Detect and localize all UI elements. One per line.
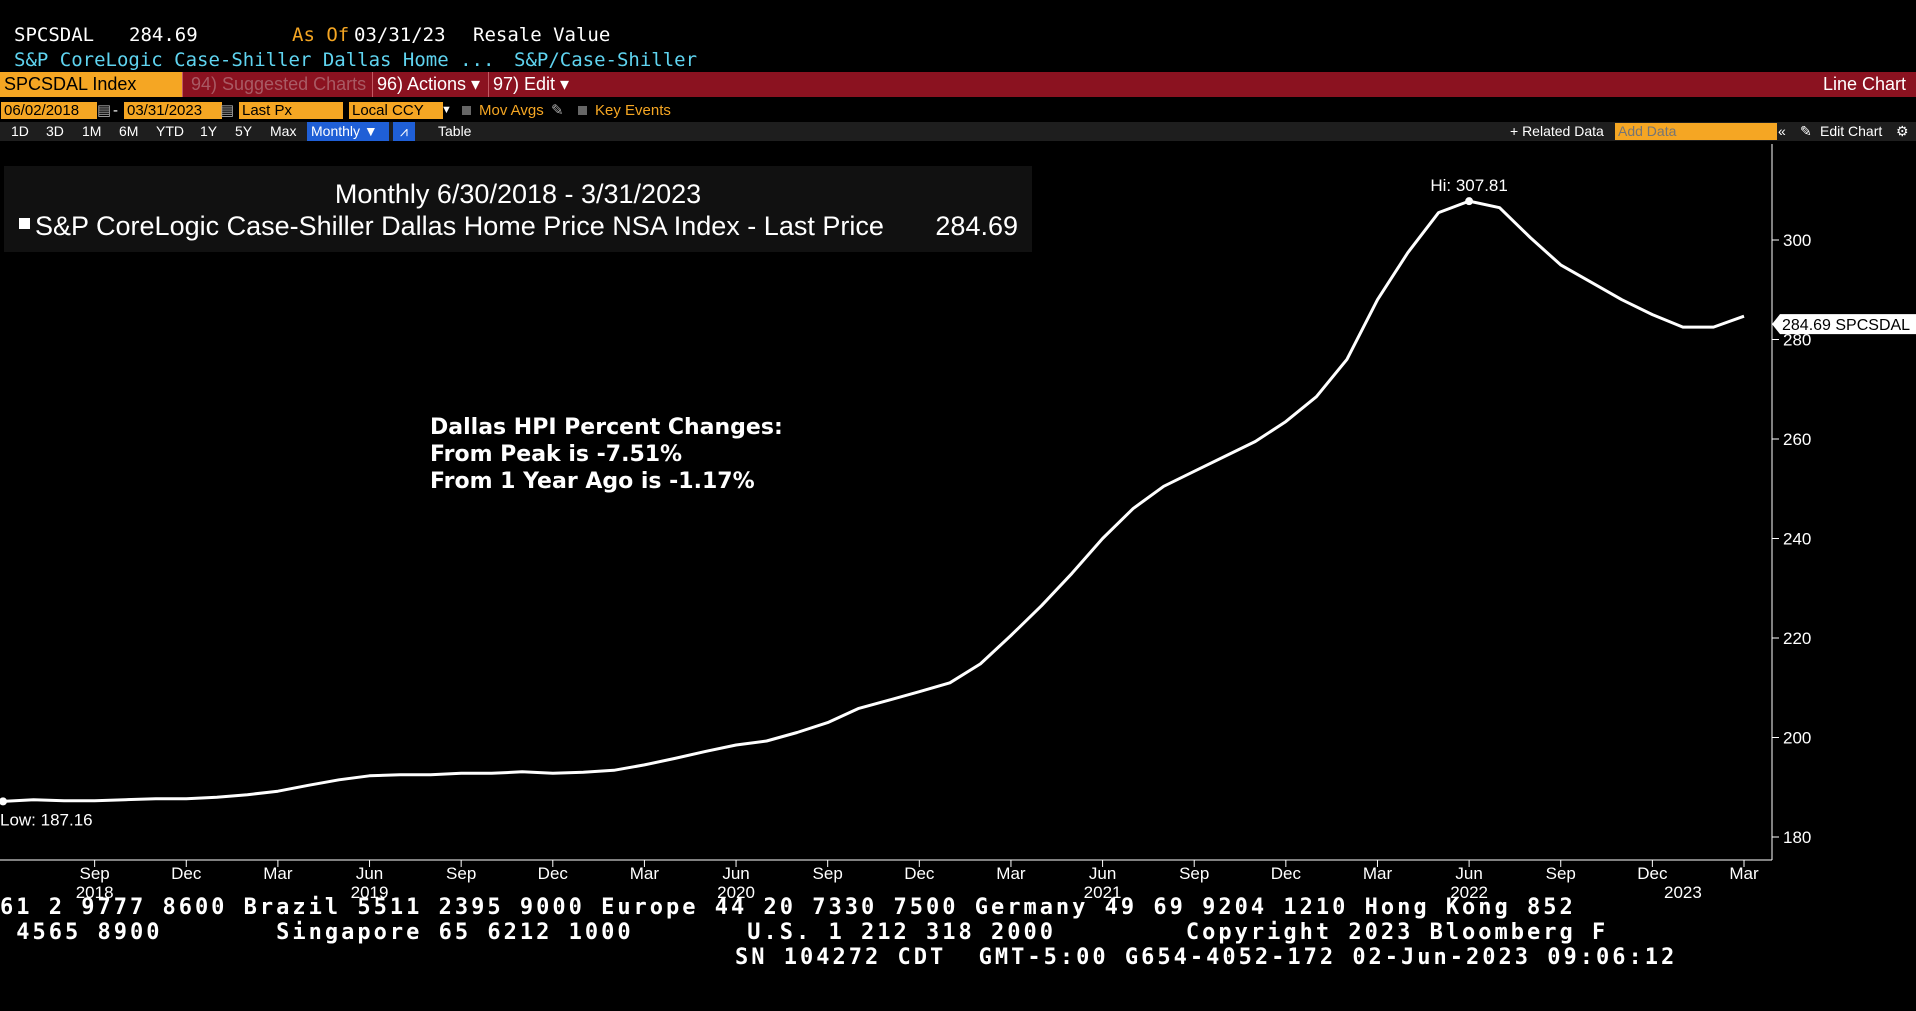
legend-entry: S&P CoreLogic Case-Shiller Dallas Home P… — [35, 211, 884, 241]
table-button[interactable]: Table — [438, 123, 472, 139]
y-tick-label: 200 — [1783, 729, 1811, 748]
key-events-label[interactable]: Key Events — [595, 102, 671, 119]
x-tick-label: Mar — [996, 864, 1026, 883]
edit-chart-button[interactable]: Edit Chart — [1820, 123, 1883, 139]
header-price: 284.69 — [129, 24, 198, 46]
x-tick-label: Sep — [813, 864, 843, 883]
range-ytd[interactable]: YTD — [156, 123, 184, 139]
session-info: SN 104272 CDT GMT-5:00 G654-4052-172 02-… — [735, 945, 1678, 970]
pencil-icon[interactable]: ✎ — [551, 102, 564, 119]
calendar-icon[interactable]: ▤ — [220, 102, 235, 119]
last-price-label: 284.69 SPCSDAL — [1782, 317, 1910, 334]
x-tick-label: Jun — [1455, 864, 1482, 883]
x-tick-label: Sep — [1546, 864, 1576, 883]
x-tick-label: Dec — [171, 864, 202, 883]
start-date-field[interactable]: 06/02/2018 — [1, 102, 97, 119]
end-date-field[interactable]: 03/31/2023 — [124, 102, 222, 119]
annotation-line-2: From Peak is -7.51% — [430, 442, 682, 467]
last-price-box — [1772, 314, 1916, 335]
legend-value: 284.69 — [935, 211, 1018, 241]
high-label: Hi: 307.81 — [1430, 176, 1508, 195]
security-field[interactable]: SPCSDAL Index — [0, 72, 182, 97]
contact-line-2: 4565 8900 Singapore 65 6212 1000 U.S. 1 … — [0, 920, 1609, 945]
annotation-line-3: From 1 Year Ago is -1.17% — [430, 469, 755, 494]
x-tick-label: Sep — [80, 864, 110, 883]
collapse-icon[interactable]: « — [1778, 123, 1786, 139]
gear-icon[interactable]: ⚙ — [1896, 123, 1909, 139]
range-row: 1D 3D 1M 6M YTD 1Y 5Y Max Monthly ▼ ⩘ Ta… — [0, 122, 1916, 141]
pencil-icon[interactable]: ✎ — [1800, 123, 1812, 139]
x-tick-label: Mar — [1729, 864, 1759, 883]
key-events-checkbox[interactable] — [578, 106, 587, 115]
chevron-down-icon[interactable]: ▼ — [441, 104, 452, 116]
chart-title: Monthly 6/30/2018 - 3/31/2023 — [335, 179, 701, 209]
x-tick-label: Sep — [446, 864, 476, 883]
date-separator: - — [113, 102, 118, 119]
function-toolbar: SPCSDAL Index 94) Suggested Charts 96) A… — [0, 72, 1916, 97]
period-select[interactable]: Monthly ▼ — [307, 122, 389, 141]
security-name: S&P CoreLogic Case-Shiller Dallas Home .… — [14, 49, 495, 71]
actions-menu[interactable]: 96) Actions ▾ — [372, 72, 489, 97]
data-source: S&P/Case-Shiller — [514, 49, 698, 71]
x-tick-label: Sep — [1179, 864, 1209, 883]
x-tick-label: Dec — [1271, 864, 1302, 883]
x-tick-label: Mar — [263, 864, 293, 883]
x-tick-label: Mar — [630, 864, 660, 883]
chart-legend — [4, 166, 1032, 252]
range-1y[interactable]: 1Y — [200, 123, 218, 139]
edit-menu[interactable]: 97) Edit ▾ — [488, 72, 577, 97]
mov-avgs-checkbox[interactable] — [462, 106, 471, 115]
suggested-charts-button[interactable]: 94) Suggested Charts — [182, 72, 376, 97]
legend-swatch — [19, 218, 30, 229]
series-line — [2, 199, 1745, 803]
related-data-button[interactable]: + Related Data — [1510, 123, 1604, 139]
calendar-icon[interactable]: ▤ — [97, 102, 112, 119]
range-6m[interactable]: 6M — [119, 123, 139, 139]
value-type: Resale Value — [473, 24, 611, 46]
x-year-label: 2023 — [1664, 883, 1702, 902]
y-tick-label: 240 — [1783, 530, 1811, 549]
high-point-marker — [1465, 197, 1474, 206]
x-tick-label: Jun — [356, 864, 383, 883]
x-tick-label: Dec — [1637, 864, 1668, 883]
range-1m[interactable]: 1M — [82, 123, 102, 139]
annotation-line-1: Dallas HPI Percent Changes: — [430, 415, 783, 440]
y-tick-label: 300 — [1783, 231, 1811, 250]
x-year-label: 2022 — [1450, 883, 1488, 902]
y-tick-label: 180 — [1783, 828, 1811, 847]
currency-select[interactable]: Local CCY — [349, 102, 443, 119]
range-3d[interactable]: 3D — [46, 123, 64, 139]
low-label: Low: 187.16 — [0, 810, 93, 829]
low-point-marker — [0, 797, 7, 806]
y-tick-label: 220 — [1783, 629, 1811, 648]
x-tick-label: Jun — [722, 864, 749, 883]
line-chart-icon[interactable]: ⩘ — [393, 122, 415, 141]
field-select[interactable]: Last Px — [239, 102, 343, 119]
x-year-label: 2020 — [717, 883, 755, 902]
x-year-label: 2019 — [351, 883, 389, 902]
x-tick-label: Mar — [1363, 864, 1393, 883]
as-of-date: 03/31/23 — [354, 24, 446, 46]
x-tick-label: Dec — [538, 864, 569, 883]
chart-type-label: Line Chart — [1822, 74, 1906, 94]
x-year-label: 2021 — [1084, 883, 1122, 902]
x-tick-label: Dec — [904, 864, 935, 883]
y-tick-label: 260 — [1783, 430, 1811, 449]
x-year-label: 2018 — [76, 883, 114, 902]
add-data-input[interactable] — [1615, 123, 1777, 140]
as-of-label: As Of — [292, 24, 350, 46]
range-max[interactable]: Max — [270, 123, 297, 139]
range-5y[interactable]: 5Y — [235, 123, 253, 139]
range-1d[interactable]: 1D — [11, 123, 29, 139]
ticker-symbol: SPCSDAL — [14, 24, 95, 46]
mov-avgs-label[interactable]: Mov Avgs — [479, 102, 544, 119]
options-row: 06/02/2018 ▤ - 03/31/2023 ▤ Last Px Loca… — [0, 101, 1916, 121]
y-tick-label: 280 — [1783, 331, 1811, 350]
x-tick-label: Jun — [1089, 864, 1116, 883]
contact-line-1: 61 2 9777 8600 Brazil 5511 2395 9000 Eur… — [0, 895, 1576, 920]
